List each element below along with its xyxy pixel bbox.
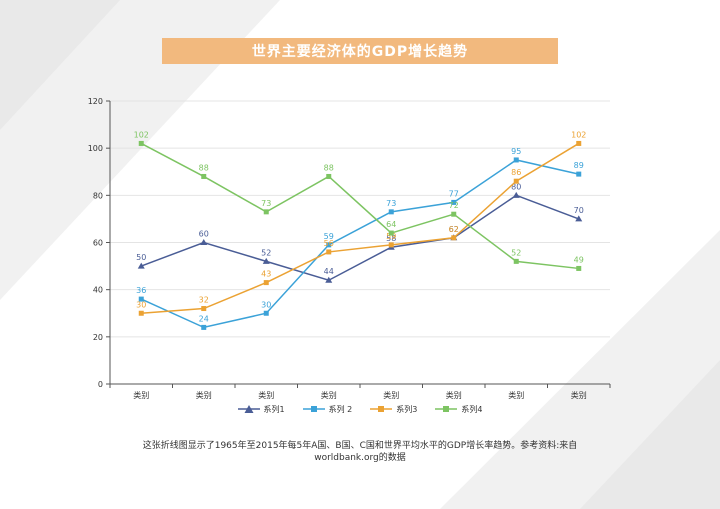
data-point: [575, 215, 583, 222]
y-tick-label: 100: [88, 144, 103, 153]
data-label: 50: [136, 253, 146, 262]
x-tick-label: 类别: [571, 390, 587, 400]
data-label: 59: [386, 232, 396, 241]
legend-item[interactable]: 系列 2: [302, 404, 353, 415]
data-label: 30: [136, 300, 146, 309]
x-tick-label: 类别: [258, 390, 274, 400]
data-label: 88: [324, 163, 334, 172]
data-point: [513, 258, 519, 264]
data-label: 62: [449, 225, 459, 234]
data-label: 80: [511, 182, 521, 191]
legend-label: 系列4: [461, 404, 483, 414]
series-line: [140, 159, 579, 329]
data-label: 32: [199, 296, 209, 305]
legend-item[interactable]: 系列1: [237, 404, 285, 415]
series-line: [140, 194, 580, 282]
data-label: 73: [386, 199, 396, 208]
data-label: 44: [324, 267, 334, 276]
y-tick-label: 60: [93, 239, 103, 248]
data-point: [138, 310, 144, 316]
data-label: 36: [136, 286, 146, 295]
y-tick-label: 40: [93, 286, 103, 295]
data-point: [201, 324, 207, 330]
legend-item[interactable]: 系列4: [435, 404, 482, 415]
data-label: 59: [324, 232, 334, 241]
data-label: 52: [261, 248, 271, 257]
y-tick-label: 0: [98, 380, 103, 389]
data-label: 102: [571, 130, 586, 139]
data-label: 60: [199, 230, 209, 239]
legend: 系列1 系列 2 系列3 系列4: [0, 401, 720, 417]
data-point: [576, 265, 582, 271]
data-point: [137, 262, 145, 269]
legend-marker: [370, 406, 393, 412]
data-point: [388, 230, 394, 236]
data-label: 89: [574, 161, 584, 170]
data-point: [262, 257, 270, 264]
x-tick-label: 类别: [321, 390, 337, 400]
legend-marker: [302, 406, 325, 412]
data-point: [200, 239, 208, 245]
data-label: 30: [261, 300, 271, 309]
data-point: [138, 140, 144, 146]
legend-marker: [435, 406, 458, 412]
data-label: 56: [324, 239, 334, 248]
data-point: [451, 235, 457, 241]
chart-caption: 这张折线图显示了1965年至2015年每5年A国、B国、C国和世界平均水平的GD…: [142, 441, 578, 463]
y-tick-label: 120: [88, 97, 103, 106]
data-point: [325, 276, 333, 283]
data-point: [138, 296, 144, 302]
legend-label: 系列3: [396, 404, 418, 414]
data-label: 86: [511, 168, 521, 177]
data-point: [263, 209, 269, 215]
legend-label: 系列 2: [328, 404, 353, 414]
data-point: [326, 173, 332, 179]
data-point: [263, 310, 269, 316]
series-line: [140, 142, 579, 270]
legend-label: 系列1: [263, 404, 285, 414]
data-point: [263, 280, 269, 286]
data-label: 49: [574, 255, 584, 264]
data-point: [513, 157, 519, 163]
data-point: [451, 199, 457, 205]
x-tick-label: 类别: [446, 390, 462, 400]
data-label: 52: [511, 248, 521, 257]
y-tick-label: 20: [93, 333, 103, 342]
data-label: 72: [449, 201, 459, 210]
data-label: 62: [449, 225, 459, 234]
legend-item[interactable]: 系列3: [370, 404, 417, 415]
data-label: 58: [386, 234, 396, 243]
data-point: [326, 249, 332, 255]
data-label: 64: [386, 220, 396, 229]
data-label: 77: [449, 189, 459, 198]
data-label: 70: [574, 206, 584, 215]
data-label: 102: [134, 130, 149, 139]
data-label: 95: [511, 147, 521, 156]
data-point: [576, 140, 582, 146]
data-label: 88: [199, 163, 209, 172]
data-label: 24: [199, 314, 209, 323]
data-label: 73: [261, 199, 271, 208]
data-point: [512, 191, 520, 198]
series-line: [141, 142, 580, 314]
data-point: [451, 211, 457, 217]
chart-title: 世界主要经济体的GDP增长趋势: [162, 38, 558, 64]
data-point: [201, 306, 207, 312]
legend-marker: [237, 405, 260, 413]
y-tick-label: 80: [93, 191, 103, 200]
data-point: [326, 242, 332, 248]
data-label: 43: [261, 270, 271, 279]
x-tick-label: 类别: [196, 390, 212, 400]
x-tick-label: 类别: [508, 390, 524, 400]
data-point: [388, 242, 394, 248]
data-point: [513, 178, 519, 184]
data-point: [388, 209, 394, 215]
data-point: [576, 171, 582, 177]
x-tick-label: 类别: [133, 390, 149, 400]
data-point: [201, 173, 207, 179]
x-tick-label: 类别: [383, 390, 399, 400]
